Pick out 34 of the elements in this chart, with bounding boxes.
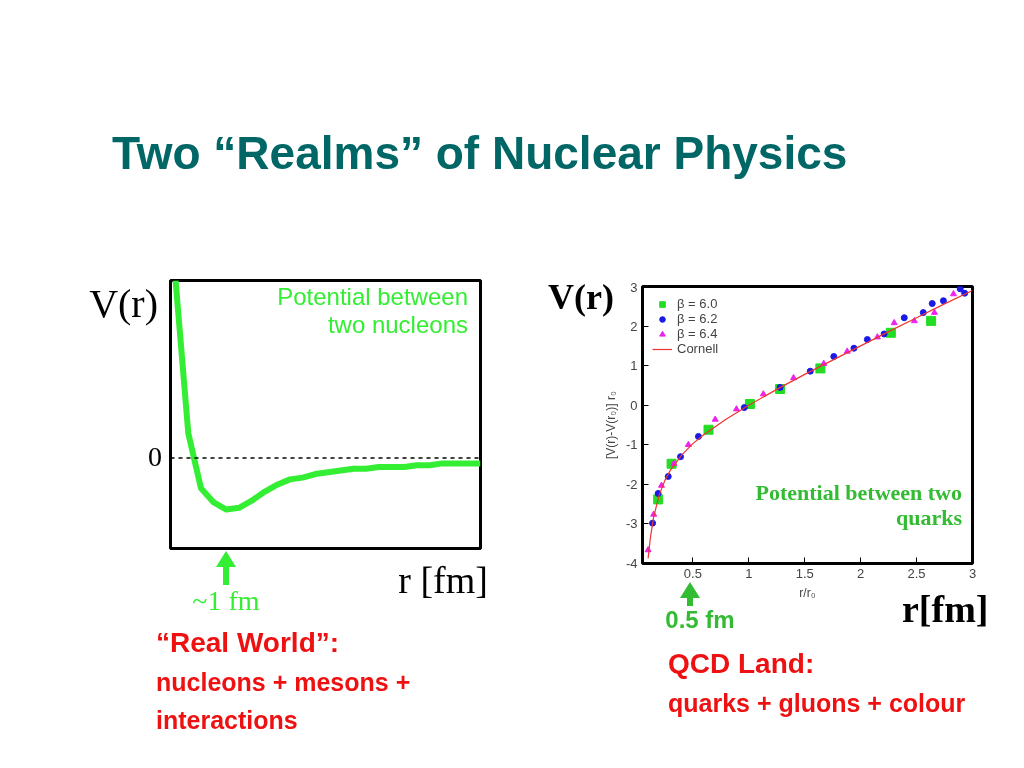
text: “Real World”: — [156, 626, 341, 660]
x-tick-label: 1 — [745, 565, 753, 581]
y-axis-title: [V(r)-V(r₀)] r₀ — [603, 391, 618, 459]
text: Potential between two nucleons — [276, 283, 468, 339]
x-tick-label: 1.5 — [795, 565, 814, 581]
annotation: Potential between two quarks — [754, 480, 962, 531]
y-axis-title: V(r) — [88, 281, 158, 327]
ref-line-label: 0 — [147, 440, 162, 473]
y-tick-label: 0 — [630, 397, 638, 413]
text: quarks + gluons + colour — [668, 688, 966, 719]
text: 0.5 fm — [665, 606, 735, 634]
text: V(r) — [548, 277, 614, 319]
legend-label: β = 6.2 — [677, 311, 718, 326]
y-tick-label: -3 — [625, 516, 638, 532]
y-tick-label: -4 — [625, 556, 638, 571]
y-tick-label: -2 — [625, 476, 638, 492]
x-tick-label: 2 — [857, 565, 865, 581]
text: r[fm] — [902, 588, 989, 632]
x-axis-title: r/r₀ — [799, 585, 816, 600]
x-tick-label: 3 — [968, 565, 977, 581]
text: nucleons + mesons + interactions — [156, 667, 412, 736]
legend-label: β = 6.0 — [677, 296, 718, 311]
legend-label: β = 6.4 — [677, 326, 718, 341]
x-tick-label: 2.5 — [907, 565, 926, 581]
x-tick-label: 0.5 — [683, 565, 702, 581]
text: QCD Land: — [668, 647, 816, 681]
y-tick-label: 1 — [630, 358, 638, 374]
y-tick-label: 3 — [630, 279, 638, 295]
y-tick-label: -1 — [625, 437, 638, 453]
legend-label: Cornell — [677, 341, 719, 356]
y-tick-label: 2 — [630, 318, 638, 334]
text: ~1 fm — [192, 585, 260, 618]
x-axis-title: r [fm] — [397, 559, 488, 603]
chart-title: Two “Realms” of Nuclear Physics — [112, 126, 848, 181]
